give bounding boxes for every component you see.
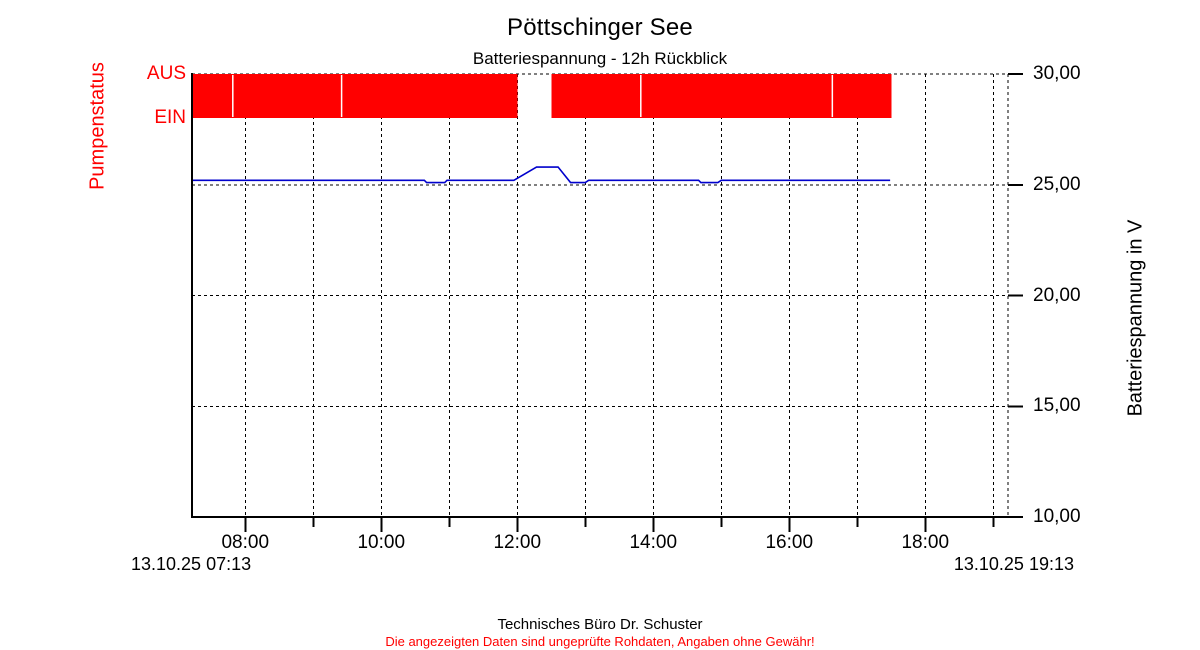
footer-disclaimer: Die angezeigten Daten sind ungeprüfte Ro… xyxy=(385,634,815,649)
y-tick-label: 10,00 xyxy=(1033,506,1081,527)
voltage-line xyxy=(192,166,891,184)
pump-status-bar-segment xyxy=(341,74,518,118)
y-tick-label: 20,00 xyxy=(1033,284,1081,306)
y-tick-label: 30,00 xyxy=(1033,63,1081,84)
y-tick-label: 15,00 xyxy=(1033,395,1081,417)
footer-company: Technisches Büro Dr. Schuster xyxy=(497,616,703,633)
pump-status-bar-segment xyxy=(551,74,641,118)
pump-status-bar-segment xyxy=(640,74,833,118)
x-tick-label: 16:00 xyxy=(765,532,814,553)
x-tick-label: 08:00 xyxy=(221,532,270,553)
x-tick-label: 14:00 xyxy=(629,532,678,553)
chart-subtitle: Batteriespannung - 12h Rückblick xyxy=(472,49,728,68)
x-start-datetime: 13.10.25 07:13 xyxy=(131,554,252,574)
pump-status-bar-segment xyxy=(832,74,892,118)
x-tick-label: 10:00 xyxy=(357,532,406,553)
x-end-datetime: 13.10.25 19:13 xyxy=(953,554,1074,574)
y-tick-label: 25,00 xyxy=(1033,173,1081,195)
pump-level-aus-label: AUS xyxy=(146,63,186,84)
pump-status-bar-segment xyxy=(232,74,342,118)
x-tick-label: 12:00 xyxy=(493,532,542,553)
pump-level-ein-label: EIN xyxy=(154,107,186,128)
pump-status-bar-segment xyxy=(192,74,233,118)
chart-title: Pöttschinger See xyxy=(507,14,693,41)
x-tick-label: 18:00 xyxy=(901,532,950,553)
